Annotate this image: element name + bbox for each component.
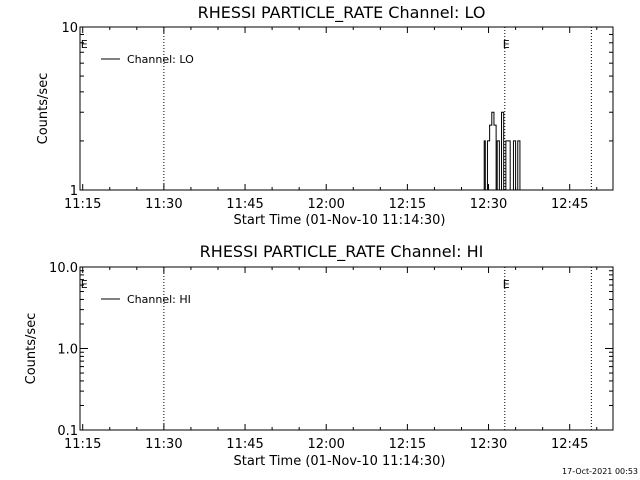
x-tick-label: 12:00	[307, 437, 344, 452]
x-tick-label: 11:15	[64, 197, 101, 212]
y-axis-label: Counts/sec	[24, 313, 39, 385]
x-axis-label: Start Time (01-Nov-10 11:14:30)	[234, 454, 446, 469]
plot-frame	[79, 266, 614, 431]
event-marker-label: E	[81, 38, 88, 51]
x-tick-label: 11:15	[64, 437, 101, 452]
x-tick-label: 12:45	[551, 437, 588, 452]
x-tick-label: 12:15	[389, 437, 426, 452]
plot-frame	[79, 26, 614, 191]
event-marker-label: E	[503, 38, 510, 51]
legend-label: Channel: LO	[127, 53, 194, 66]
event-marker-label: E	[81, 278, 88, 291]
chart-panel-lo: RHESSI PARTICLE_RATE Channel: LO 11:15 11:…	[36, 3, 614, 228]
chart-title: RHESSI PARTICLE_RATE Channel: HI	[200, 242, 484, 262]
y-tick-label: 1.0	[57, 343, 78, 358]
x-tick-label: 11:45	[226, 197, 263, 212]
footer-timestamp: 17-Oct-2021 00:53	[562, 467, 638, 476]
y-tick-label: 10	[61, 21, 78, 36]
x-tick-label: 12:00	[307, 197, 344, 212]
x-axis-label: Start Time (01-Nov-10 11:14:30)	[234, 213, 446, 228]
y-tick-label: 10.0	[49, 261, 78, 276]
x-tick-label: 12:30	[470, 437, 507, 452]
legend-label: Channel: HI	[127, 293, 191, 306]
x-tick-label: 12:45	[551, 197, 588, 212]
x-tick-label: 11:45	[226, 437, 263, 452]
y-axis-label: Counts/sec	[36, 73, 51, 145]
chart-panel-hi: RHESSI PARTICLE_RATE Channel: HI 11:15 11:…	[24, 242, 614, 469]
y-tick-label: 1	[70, 184, 78, 199]
y-tick-label: 0.1	[57, 424, 78, 439]
chart-title: RHESSI PARTICLE_RATE Channel: LO	[198, 3, 486, 23]
event-marker-label: E	[503, 278, 510, 291]
x-tick-label: 11:30	[145, 437, 182, 452]
data-series-line	[483, 111, 522, 191]
x-tick-label: 12:30	[470, 197, 507, 212]
x-tick-label: 11:30	[145, 197, 182, 212]
x-tick-label: 12:15	[389, 197, 426, 212]
